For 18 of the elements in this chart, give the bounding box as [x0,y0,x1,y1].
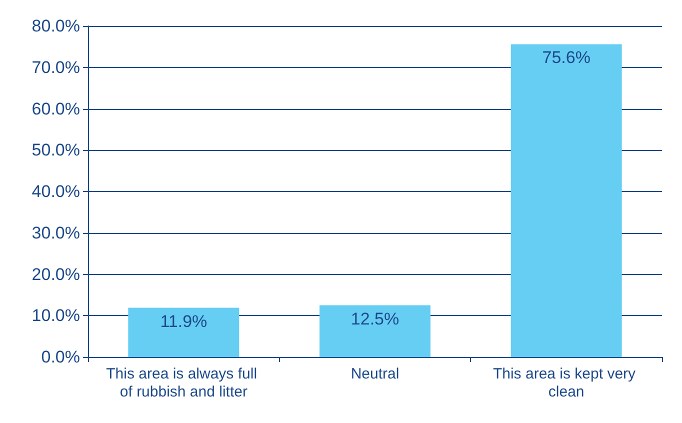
bar [510,44,622,357]
y-tick-label: 40.0% [32,182,80,201]
y-tick-label: 50.0% [32,140,80,160]
y-tick-label: 0.0% [41,348,80,366]
data-label: 12.5% [350,309,400,328]
bar [320,305,430,357]
x-tick-label: This area is kept very clean [492,366,640,400]
y-tick-label: 60.0% [32,99,80,118]
y-tick-label: 80.0% [32,16,80,36]
y-tick-label: 30.0% [32,223,80,242]
x-tick-label: This area is always full of rubbish and litter [106,366,262,400]
x-tick-label: Neutral [350,366,400,382]
y-tick-label: 20.0% [32,264,80,284]
data-label: 11.9% [160,312,208,331]
y-tick-label: 70.0% [32,58,80,77]
data-label: 75.6% [542,48,590,68]
y-tick-label: 10.0% [32,306,80,326]
bar [128,308,240,357]
